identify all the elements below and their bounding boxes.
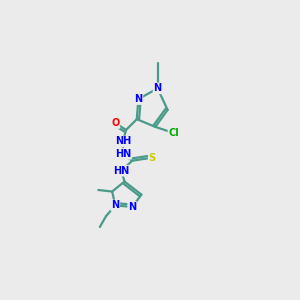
Text: N: N — [128, 202, 136, 212]
Text: HN: HN — [113, 166, 130, 176]
Text: O: O — [111, 118, 119, 128]
Text: N: N — [134, 94, 142, 104]
Text: S: S — [148, 153, 156, 163]
Text: N: N — [154, 83, 162, 93]
Text: N: N — [111, 200, 119, 210]
Text: NH: NH — [115, 136, 131, 146]
Text: HN: HN — [115, 149, 131, 159]
Text: Cl: Cl — [168, 128, 179, 138]
